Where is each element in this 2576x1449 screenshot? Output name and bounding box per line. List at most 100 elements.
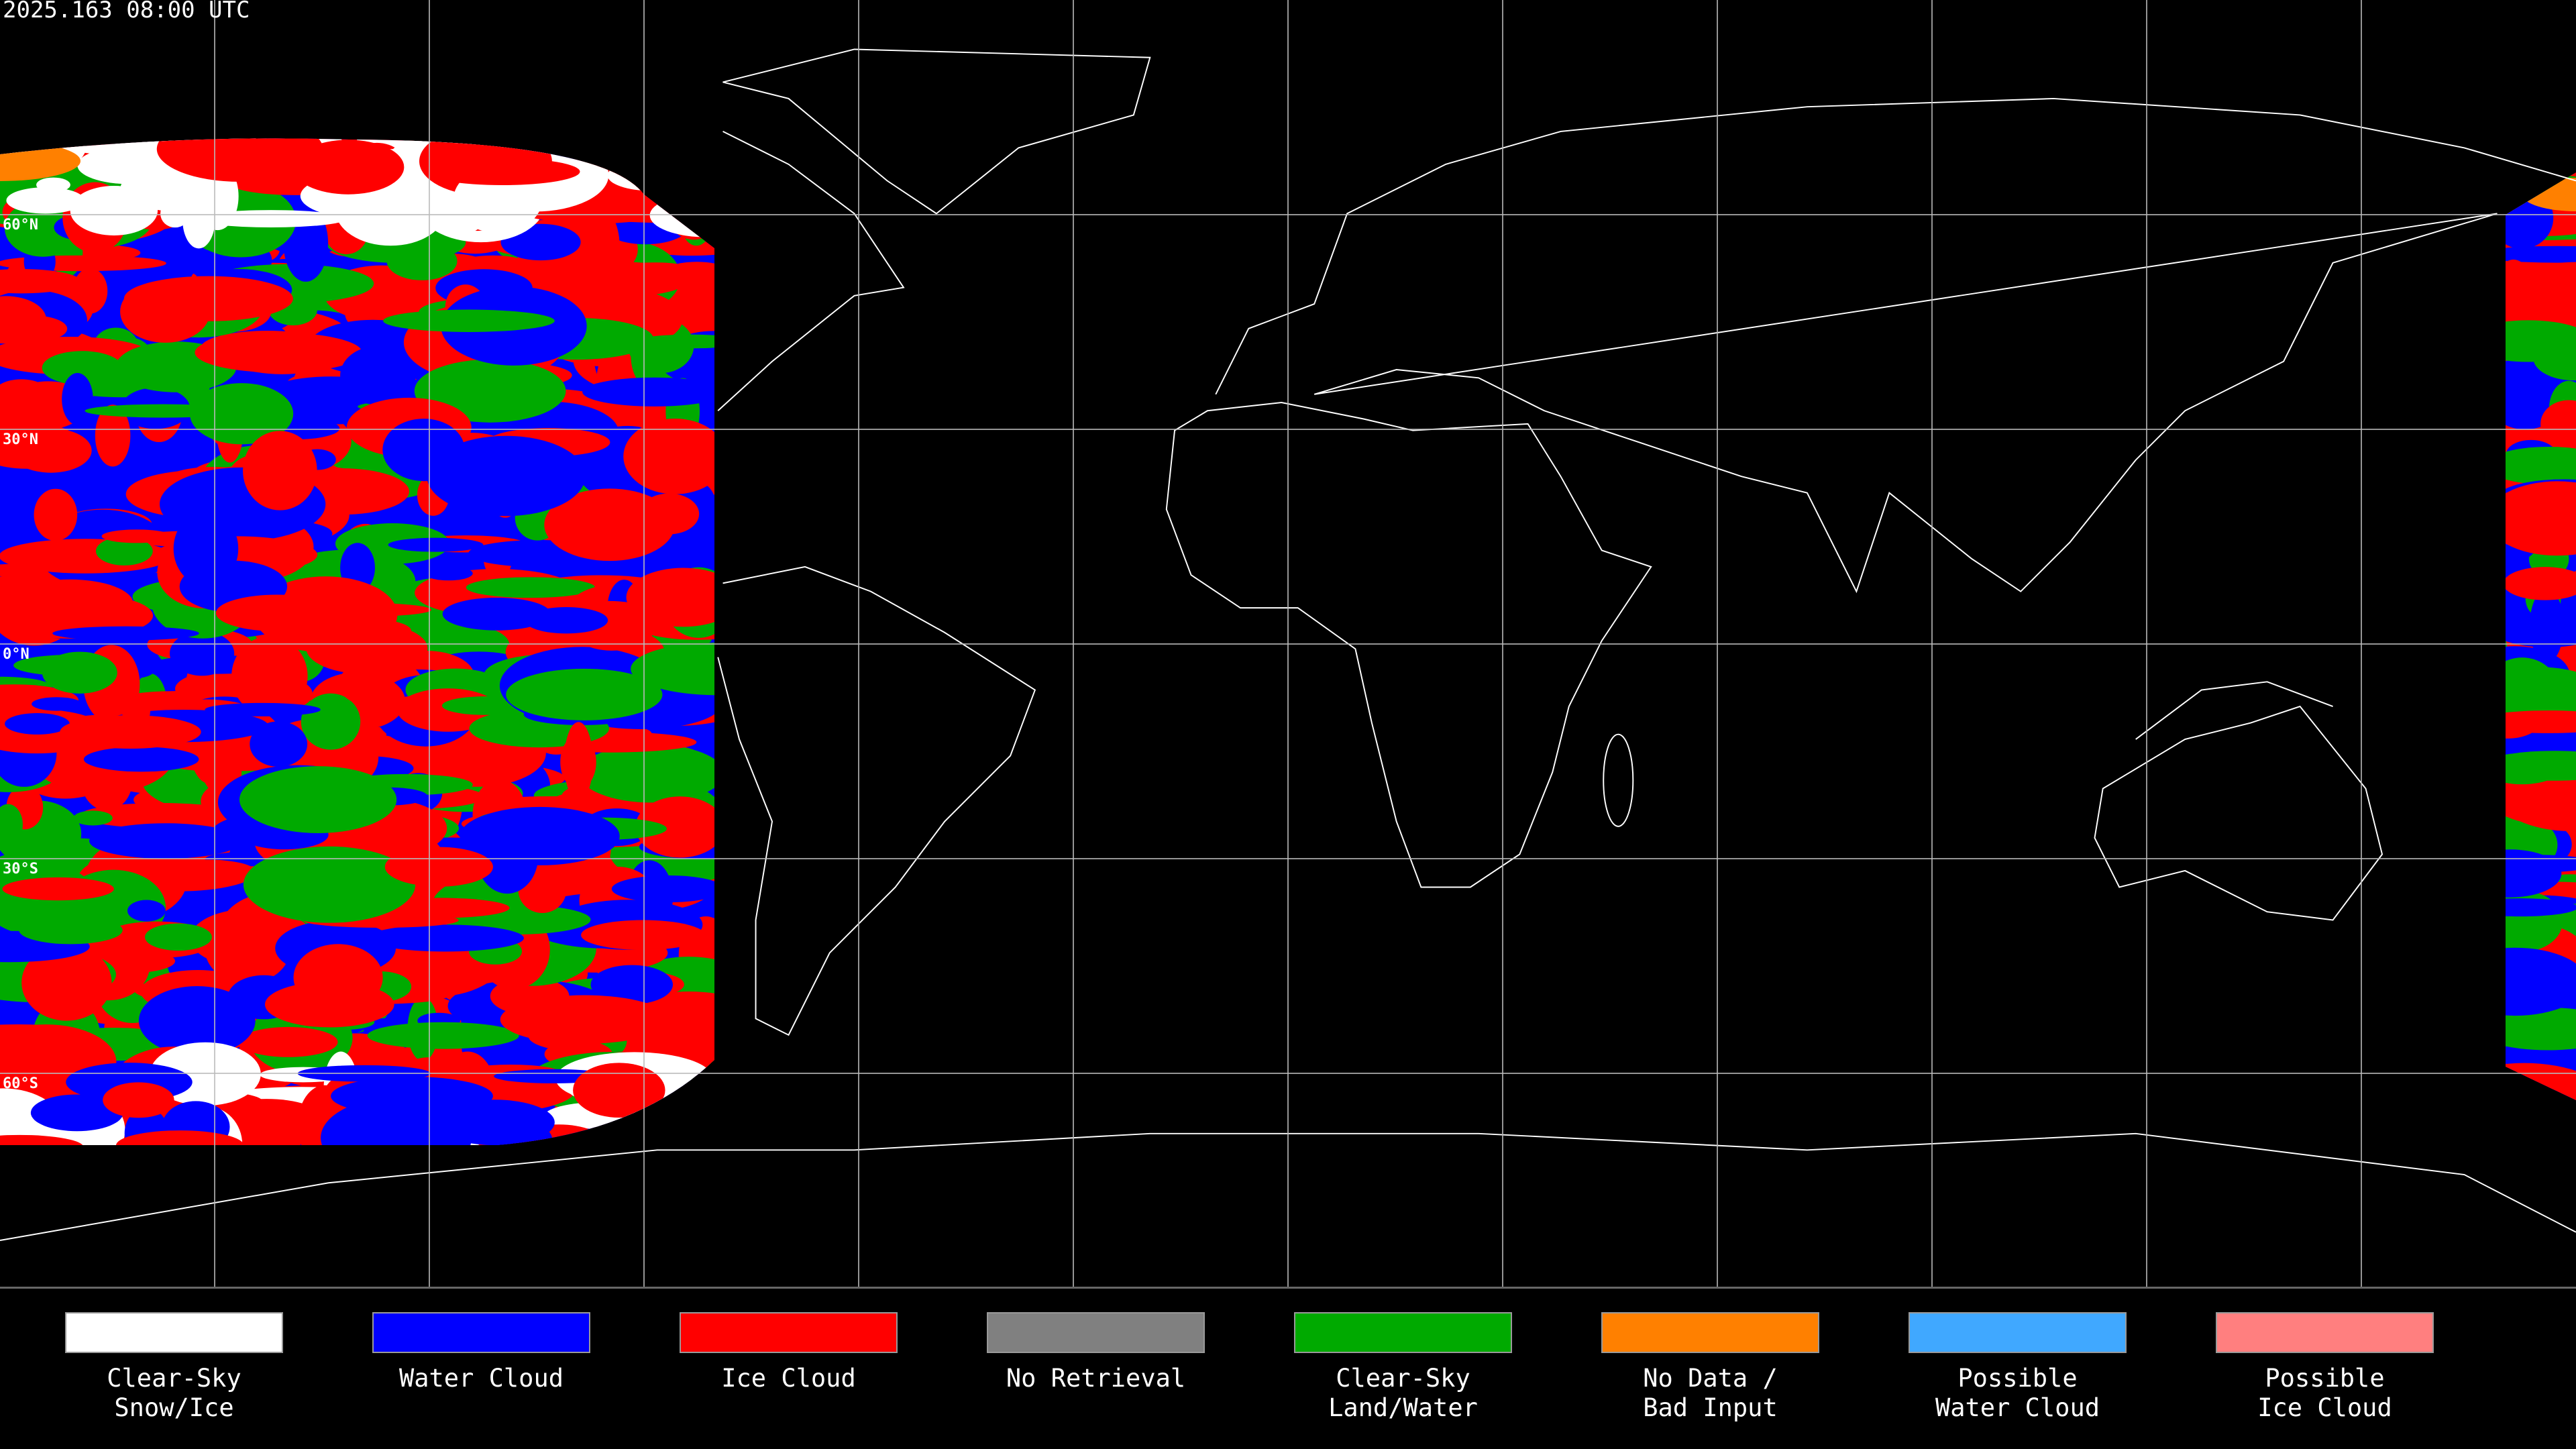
cloud-patch [2506, 320, 2576, 362]
cloud-patch [525, 606, 608, 634]
cloud-patch [42, 651, 117, 694]
cloud-patch [623, 418, 714, 494]
legend-swatch [2216, 1312, 2434, 1353]
graticule: 60°N 30°N 0°N 30°S 60°S [0, 0, 2576, 1287]
cloud-patch [611, 875, 714, 903]
cloud-patch [2513, 262, 2576, 317]
cloud-patch [52, 626, 199, 641]
cloud-patch [21, 944, 112, 1021]
cloud-patch [0, 574, 70, 627]
cloud-patch [2, 877, 114, 901]
cloud-patch [19, 916, 123, 945]
cloud-patch [573, 1063, 665, 1118]
latitude-label: 30°N [3, 431, 38, 448]
cloud-patch [4, 199, 82, 257]
cloud-patch [560, 735, 596, 790]
cloud-patch [2506, 710, 2576, 733]
latitude-label: 0°N [3, 646, 30, 663]
cloud-patch [500, 995, 669, 1044]
cloud-patch [205, 702, 321, 716]
cloud-patch [173, 511, 239, 586]
legend-label: Possible [2265, 1364, 2384, 1393]
legend-label: Ice Cloud [2257, 1393, 2392, 1422]
cloud-patch [103, 1082, 174, 1118]
cloud-patch [635, 334, 714, 349]
cloud-patch [115, 1130, 244, 1145]
cloud-patch [434, 1099, 555, 1145]
cloud-patch [231, 636, 308, 716]
legend-swatch [1294, 1312, 1512, 1353]
cloud-patch [590, 965, 674, 1005]
legend-label: Land/Water [1328, 1393, 1478, 1422]
cloud-patch [506, 668, 663, 720]
cloud-patch [30, 1094, 123, 1132]
cloud-patch [386, 241, 458, 280]
legend-swatch [987, 1312, 1205, 1353]
cloud-patch [2506, 481, 2576, 556]
legend-label: No Data / [1643, 1364, 1777, 1393]
cloud-patch [442, 597, 551, 631]
cloud-patch [5, 713, 70, 735]
cloud-patch [0, 141, 80, 181]
legend-swatch [680, 1312, 898, 1353]
cloud-patch [427, 435, 586, 517]
cloud-patch [301, 693, 361, 750]
cloud-patch [6, 187, 85, 214]
legend-swatch [1601, 1312, 1819, 1353]
cloud-patch [156, 138, 323, 182]
cloud-patch [2506, 849, 2562, 898]
legend-label: Clear-Sky [107, 1364, 241, 1393]
cloud-patch [101, 529, 172, 543]
cloud-patch [34, 488, 78, 541]
cloud-patch [95, 537, 153, 566]
cloud-patch [2540, 400, 2576, 447]
legend-label: Possible [1957, 1364, 2077, 1393]
cloud-patch [0, 422, 82, 469]
cloud-patch [243, 846, 416, 923]
cloud-patch [127, 900, 166, 922]
legend-label: Ice Cloud [721, 1364, 855, 1393]
cloud-patch [581, 920, 705, 951]
legend-label: No Retrieval [1006, 1364, 1185, 1393]
legend-divider [0, 1287, 2576, 1289]
cloud-patch [572, 205, 620, 286]
cloud-patch [158, 859, 256, 883]
cloud-patch [384, 847, 494, 887]
cloud-patch [138, 985, 256, 1056]
cloud-patch [466, 577, 596, 598]
cloud-patch [0, 804, 23, 845]
cloud-patch [331, 1076, 493, 1116]
cloud-patch [265, 981, 394, 1028]
cloud-patch [0, 379, 52, 414]
cloud-patch [60, 715, 201, 749]
cloud-patch [73, 810, 113, 826]
timestamp: 2025.163 08:00 UTC [3, 0, 250, 23]
cloud-patch [367, 1022, 519, 1049]
cloud-patch [2506, 246, 2576, 263]
cloud-patch [425, 158, 580, 185]
cloud-patch [476, 817, 539, 894]
cloud-patch [85, 404, 242, 418]
cloud-patch [243, 431, 317, 511]
cloud-patch [626, 568, 714, 627]
legend-label: Water Cloud [1935, 1393, 2100, 1422]
cloud-patch [89, 823, 242, 859]
cloud-patch [340, 345, 416, 405]
cloud-patch [72, 268, 108, 314]
cloud-patch [2506, 898, 2576, 917]
cloud-patch [631, 642, 714, 696]
cloud-patch [2506, 357, 2576, 420]
cloud-patch [367, 924, 524, 952]
legend-swatch [65, 1312, 283, 1353]
cloud-patch [215, 594, 339, 632]
legend-swatch [1909, 1312, 2127, 1353]
legend-label: Clear-Sky [1336, 1364, 1470, 1393]
cloud-patch [0, 268, 81, 294]
cloud-patch [239, 766, 397, 833]
cloud-patch [382, 419, 465, 482]
cloud-patch [36, 177, 70, 193]
cloud-patch [582, 377, 714, 407]
